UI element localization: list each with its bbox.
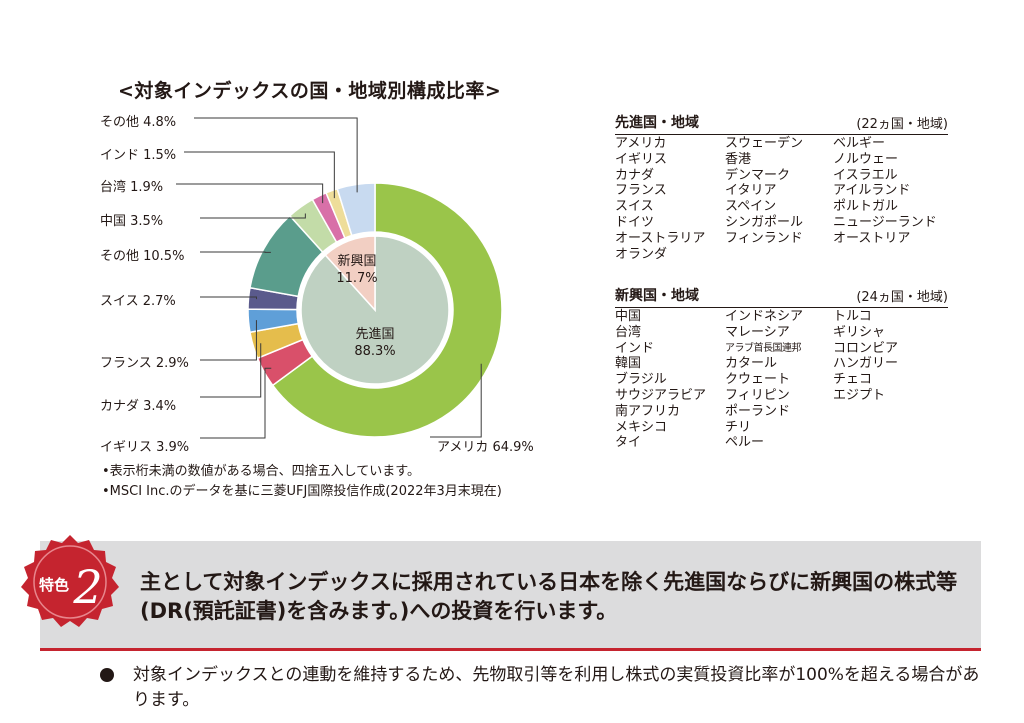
country-item: オランダ [615, 246, 668, 262]
country-item: カナダ [615, 167, 655, 183]
pie-chart: 先進国 88.3% 新興国 11.7% [176, 117, 503, 439]
country-item: タイ [615, 435, 642, 451]
country-item: ベルギー [833, 136, 886, 151]
label-canada: カナダ 3.4% [100, 399, 177, 414]
country-item: アラブ首長国連邦 [725, 342, 802, 354]
country-item: オーストラリア [615, 230, 706, 246]
emerging-col-3: トルコ ギリシャ コロンビア ハンガリー チェコ エジプト [833, 309, 898, 404]
outer-slice-0 [271, 182, 503, 438]
country-item: ブラジル [615, 372, 667, 388]
country-item: ニュージーランド [833, 214, 937, 230]
inner-label-0: 先進国 [355, 327, 394, 342]
country-item: ギリシャ [833, 324, 886, 340]
label-uk: イギリス 3.9% [100, 440, 190, 455]
developed-col-3: ベルギー ノルウェー イスラエル アイルランド ポルトガル ニュージーランド オ… [833, 136, 937, 247]
note-rounding: •表示桁未満の数値がある場合、四捨五入しています。 [102, 464, 420, 479]
badge-label: 特色 [39, 576, 69, 594]
emerging-col-1: 中国 台湾 インド 韓国 ブラジル サウジアラビア 南アフリカ メキシコ タイ [615, 309, 706, 451]
country-item: スペイン [725, 199, 777, 215]
country-item: スイス [615, 199, 654, 215]
leader-line-8 [184, 151, 335, 199]
label-france: フランス 2.9% [100, 356, 189, 371]
country-item: デンマーク [725, 167, 791, 183]
country-item: ポーランド [725, 403, 791, 419]
outer-slice-9 [336, 182, 376, 237]
country-item: カタール [725, 356, 778, 372]
country-item: フランス [615, 183, 667, 199]
country-item: インドネシア [725, 309, 804, 324]
leader-line-1 [200, 367, 272, 439]
country-item: フィリピン [725, 387, 790, 403]
seal-shape [21, 535, 119, 627]
country-item: チェコ [833, 372, 873, 388]
note-source: •MSCI Inc.のデータを基に三菱UFJ国際投信作成(2022年3月末現在) [102, 484, 502, 499]
country-item: ハンガリー [833, 356, 899, 372]
inner-slice-1 [324, 235, 376, 312]
country-item: ポルトガル [833, 199, 899, 215]
country-item: インド [615, 340, 655, 356]
label-china: 中国 3.5% [100, 214, 164, 229]
country-item: スウェーデン [725, 136, 804, 151]
country-item: 南アフリカ [615, 403, 681, 419]
developed-block: 先進国・地域 (22ヵ国・地域) [615, 112, 948, 135]
country-item: サウジアラビア [615, 387, 707, 403]
country-item: オーストリア [833, 230, 911, 246]
leader-line-6 [200, 213, 306, 219]
country-item: メキシコ [615, 419, 668, 435]
label-other-emerging: その他 4.8% [100, 115, 177, 130]
leader-line-3 [200, 320, 257, 361]
emerging-col-2: インドネシア マレーシア アラブ首長国連邦 カタール クウェート フィリピン ポ… [725, 309, 803, 451]
developed-title: 先進国・地域 [615, 115, 699, 131]
developed-col-1: アメリカ イギリス カナダ フランス スイス ドイツ オーストラリア オランダ [615, 136, 705, 262]
country-item: チリ [725, 419, 752, 435]
label-switzerland: スイス 2.7% [100, 294, 176, 309]
inner-value-0: 88.3% [354, 344, 395, 359]
feature-badge: 特色 2 [21, 535, 119, 627]
feature-text: 主として対象インデックスに採用されている日本を除く先進国ならびに新興国の株式等(… [140, 570, 958, 623]
country-item: イスラエル [833, 167, 898, 183]
country-item: イギリス [615, 151, 668, 167]
seal-ring [33, 545, 107, 619]
leader-line-7 [176, 183, 324, 204]
country-item: 香港 [725, 151, 752, 167]
inner-label-1: 新興国 [337, 253, 376, 269]
country-item: 韓国 [615, 356, 642, 372]
leader-line-2 [200, 343, 262, 398]
country-item: エジプト [833, 387, 886, 403]
country-item: コロンビア [833, 340, 899, 356]
developed-count: (22ヵ国・地域) [856, 117, 948, 132]
country-item: ドイツ [615, 214, 655, 230]
country-item: ペルー [725, 435, 765, 451]
country-item: クウェート [725, 372, 791, 388]
label-taiwan: 台湾 1.9% [100, 180, 164, 195]
country-item: フィンランド [725, 230, 803, 246]
label-usa: アメリカ 64.9% [437, 440, 534, 455]
country-item: 台湾 [615, 324, 642, 340]
country-item: イタリア [725, 183, 777, 199]
developed-col-2: スウェーデン 香港 デンマーク イタリア スペイン シンガポール フィンランド [725, 136, 803, 247]
label-other-developed: その他 10.5% [100, 249, 185, 264]
country-item: 中国 [615, 309, 642, 324]
country-item: アメリカ [615, 136, 667, 151]
bullet-text: 対象インデックスとの連動を維持するため、先物取引等を利用し株式の実質投資比率が1… [133, 665, 980, 710]
label-india: インド 1.5% [100, 148, 177, 163]
inner-value-1: 11.7% [336, 271, 377, 286]
badge-number: 2 [72, 560, 102, 614]
feature-banner [40, 541, 981, 651]
country-item: マレーシア [725, 324, 790, 340]
country-item: アイルランド [833, 183, 911, 199]
emerging-block: 新興国・地域 (24ヵ国・地域) [615, 285, 948, 308]
leader-line-4 [200, 296, 257, 300]
leader-line-0 [430, 363, 482, 438]
chart-title: <対象インデックスの国・地域別構成比率> [118, 80, 502, 102]
bullet-icon [100, 668, 114, 682]
country-item: ノルウェー [833, 151, 899, 167]
leader-line-9 [194, 117, 358, 193]
emerging-title: 新興国・地域 [615, 288, 699, 304]
emerging-count: (24ヵ国・地域) [856, 290, 948, 305]
country-item: トルコ [833, 309, 872, 324]
country-item: シンガポール [725, 214, 804, 230]
